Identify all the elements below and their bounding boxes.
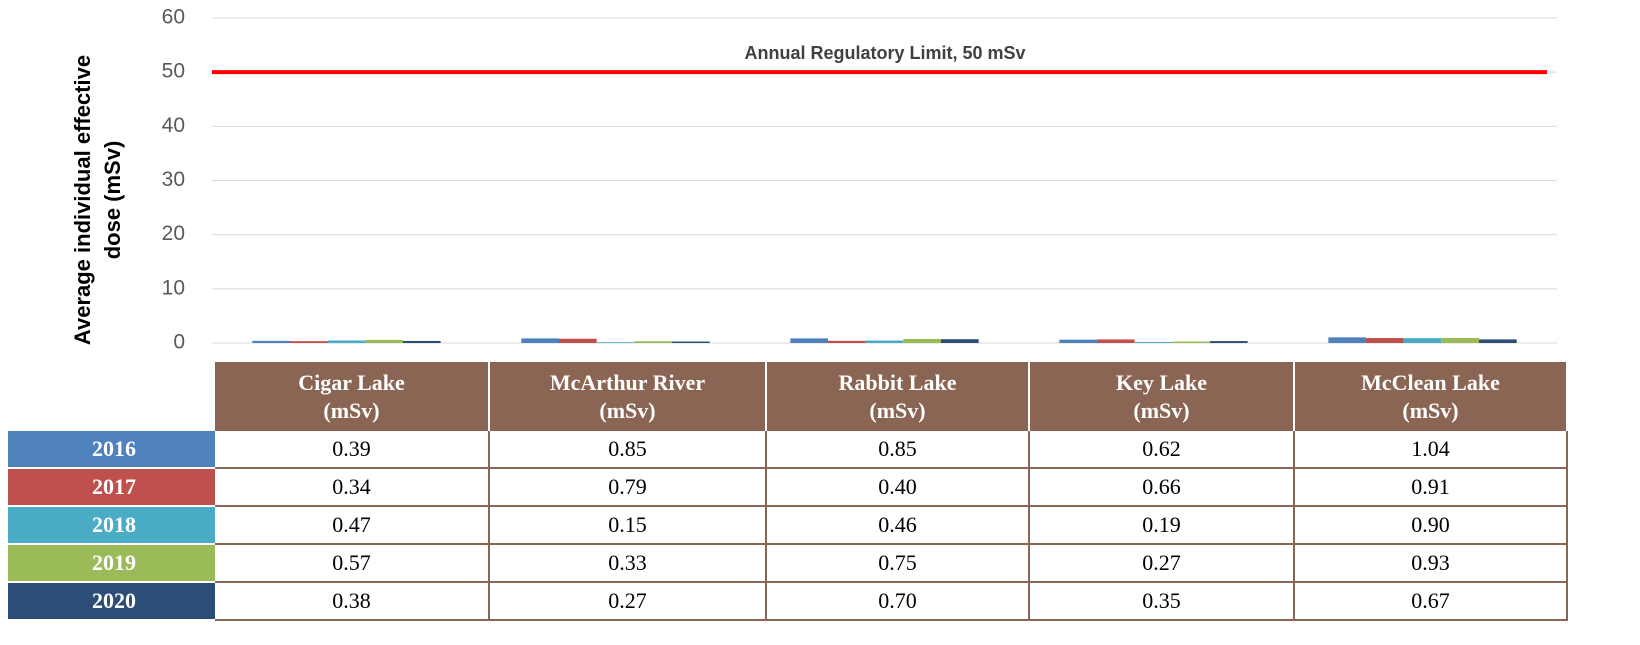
table-cell: 0.62 bbox=[1030, 431, 1295, 469]
table-cell: 0.66 bbox=[1030, 469, 1295, 507]
bar bbox=[1172, 341, 1210, 343]
bar bbox=[559, 338, 597, 343]
bar bbox=[1209, 341, 1248, 343]
y-axis-label: Average individual effective dose (mSv) bbox=[70, 54, 125, 346]
bar bbox=[828, 340, 866, 343]
table-cell: 0.27 bbox=[1030, 545, 1295, 583]
table-cell: 0.85 bbox=[767, 431, 1030, 469]
y-tick-label: 0 bbox=[173, 331, 185, 354]
bar bbox=[634, 341, 672, 343]
table-cell: 0.90 bbox=[1295, 507, 1568, 545]
table-cell: 0.38 bbox=[215, 583, 490, 621]
legend-entry: 2017 bbox=[8, 469, 220, 507]
table-cell: 0.47 bbox=[215, 507, 490, 545]
y-tick-label: 60 bbox=[162, 6, 185, 29]
bar bbox=[1059, 339, 1098, 343]
table-cell: 0.15 bbox=[490, 507, 767, 545]
bar bbox=[402, 340, 441, 343]
table-cell: 0.57 bbox=[215, 545, 490, 583]
bar bbox=[903, 338, 941, 343]
y-tick-label: 10 bbox=[162, 276, 185, 299]
table-cell: 0.75 bbox=[767, 545, 1030, 583]
table-cell: 0.40 bbox=[767, 469, 1030, 507]
table-cell: 0.46 bbox=[767, 507, 1030, 545]
table-cell: 0.67 bbox=[1295, 583, 1568, 621]
reference-label: Annual Regulatory Limit, 50 mSv bbox=[744, 43, 1025, 63]
bar bbox=[671, 341, 710, 343]
bar bbox=[290, 341, 328, 343]
bar bbox=[940, 339, 979, 343]
table-cell: 0.79 bbox=[490, 469, 767, 507]
table-cell: 1.04 bbox=[1295, 431, 1568, 469]
y-tick-label: 50 bbox=[162, 60, 185, 83]
bar bbox=[252, 340, 291, 343]
bar bbox=[1097, 339, 1135, 343]
legend-entry: 2020 bbox=[8, 583, 220, 621]
bar bbox=[1403, 338, 1442, 343]
table-header: McArthur River (mSv) bbox=[490, 362, 767, 431]
legend-entry: 2016 bbox=[8, 431, 220, 469]
y-tick-label: 40 bbox=[162, 114, 185, 137]
table-header: Rabbit Lake (mSv) bbox=[767, 362, 1030, 431]
bar bbox=[1441, 337, 1479, 343]
bar bbox=[865, 340, 904, 343]
table-cell: 0.34 bbox=[215, 469, 490, 507]
table-cell: 0.85 bbox=[490, 431, 767, 469]
bar bbox=[1328, 337, 1367, 343]
bar bbox=[327, 340, 366, 343]
y-tick-label: 20 bbox=[162, 222, 185, 245]
table-cell: 0.27 bbox=[490, 583, 767, 621]
bar bbox=[365, 339, 403, 343]
table-header: McClean Lake (mSv) bbox=[1295, 362, 1568, 431]
bar bbox=[521, 338, 560, 343]
bar bbox=[596, 342, 635, 343]
table-cell: 0.93 bbox=[1295, 545, 1568, 583]
bar bbox=[1478, 339, 1517, 343]
table-header: Cigar Lake (mSv) bbox=[215, 362, 490, 431]
table-header: Key Lake (mSv) bbox=[1030, 362, 1295, 431]
legend-entry: 2019 bbox=[8, 545, 220, 583]
bar bbox=[1134, 341, 1173, 343]
table-cell: 0.19 bbox=[1030, 507, 1295, 545]
bar bbox=[790, 338, 829, 343]
table-cell: 0.35 bbox=[1030, 583, 1295, 621]
table-cell: 0.33 bbox=[490, 545, 767, 583]
bar bbox=[1366, 338, 1404, 343]
table-cell: 0.91 bbox=[1295, 469, 1568, 507]
y-tick-label: 30 bbox=[162, 168, 185, 191]
legend-entry: 2018 bbox=[8, 507, 220, 545]
table-cell: 0.39 bbox=[215, 431, 490, 469]
table-cell: 0.70 bbox=[767, 583, 1030, 621]
